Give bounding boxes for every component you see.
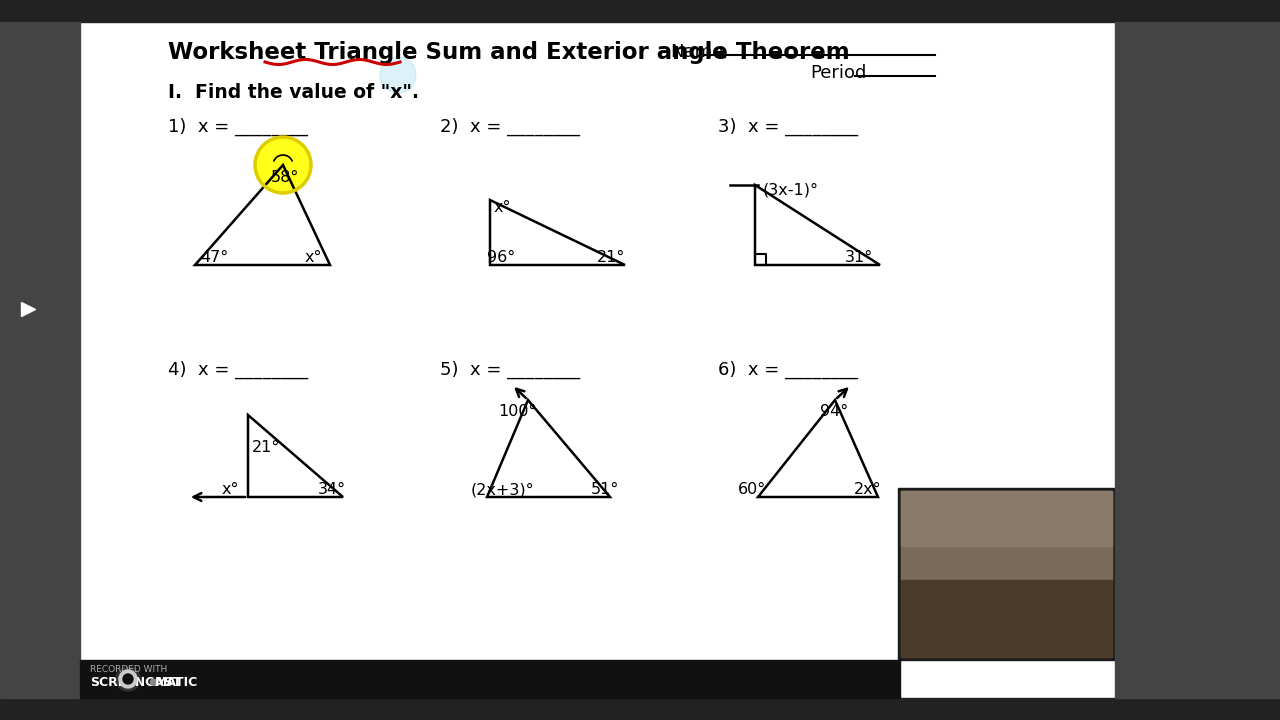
Text: 1)  x = ________: 1) x = ________ xyxy=(168,118,308,136)
Text: RECORDED WITH: RECORDED WITH xyxy=(90,665,168,675)
Circle shape xyxy=(255,137,311,193)
Circle shape xyxy=(116,667,140,691)
Text: 31°: 31° xyxy=(845,251,873,266)
Bar xyxy=(79,22,1115,698)
Bar xyxy=(0,22,79,698)
Text: Name: Name xyxy=(669,43,723,61)
Bar xyxy=(901,491,1112,581)
Text: ●: ● xyxy=(148,677,156,687)
Bar xyxy=(79,660,900,698)
Text: 94°: 94° xyxy=(820,405,849,420)
Bar xyxy=(901,491,1112,657)
Bar xyxy=(1115,22,1280,698)
Text: 5)  x = ________: 5) x = ________ xyxy=(440,361,580,379)
Text: 60°: 60° xyxy=(739,482,767,498)
Text: I.  Find the value of "x".: I. Find the value of "x". xyxy=(168,83,419,102)
Circle shape xyxy=(123,674,133,684)
Bar xyxy=(0,698,1280,720)
Text: (3x-1)°: (3x-1)° xyxy=(763,182,819,197)
Text: 21°: 21° xyxy=(252,439,280,454)
Text: 47°: 47° xyxy=(200,251,228,266)
Text: 2x°: 2x° xyxy=(854,482,882,498)
Text: 96°: 96° xyxy=(486,251,516,266)
Text: 6)  x = ________: 6) x = ________ xyxy=(718,361,858,379)
Bar xyxy=(901,580,1112,657)
Bar xyxy=(899,488,1115,660)
Text: 2)  x = ________: 2) x = ________ xyxy=(440,118,580,136)
Circle shape xyxy=(119,670,137,688)
Text: 34°: 34° xyxy=(317,482,346,498)
Text: 51°: 51° xyxy=(591,482,620,498)
Text: Worksheet Triangle Sum and Exterior angle Theorem: Worksheet Triangle Sum and Exterior angl… xyxy=(168,40,850,63)
Text: x°: x° xyxy=(305,251,323,266)
Text: 21°: 21° xyxy=(596,251,626,266)
Text: 3)  x = ________: 3) x = ________ xyxy=(718,118,858,136)
Circle shape xyxy=(380,57,416,93)
Text: x°: x° xyxy=(221,482,239,498)
Text: 58°: 58° xyxy=(271,171,300,186)
Bar xyxy=(901,491,1112,546)
Bar xyxy=(0,0,1280,22)
Text: 100°: 100° xyxy=(498,405,536,420)
Text: (2x+3)°: (2x+3)° xyxy=(471,482,535,498)
Text: x°: x° xyxy=(494,200,512,215)
Text: Period: Period xyxy=(810,64,867,82)
Text: 4)  x = ________: 4) x = ________ xyxy=(168,361,308,379)
Text: SCREENCAST: SCREENCAST xyxy=(90,675,182,688)
Text: MATIC: MATIC xyxy=(155,675,198,688)
